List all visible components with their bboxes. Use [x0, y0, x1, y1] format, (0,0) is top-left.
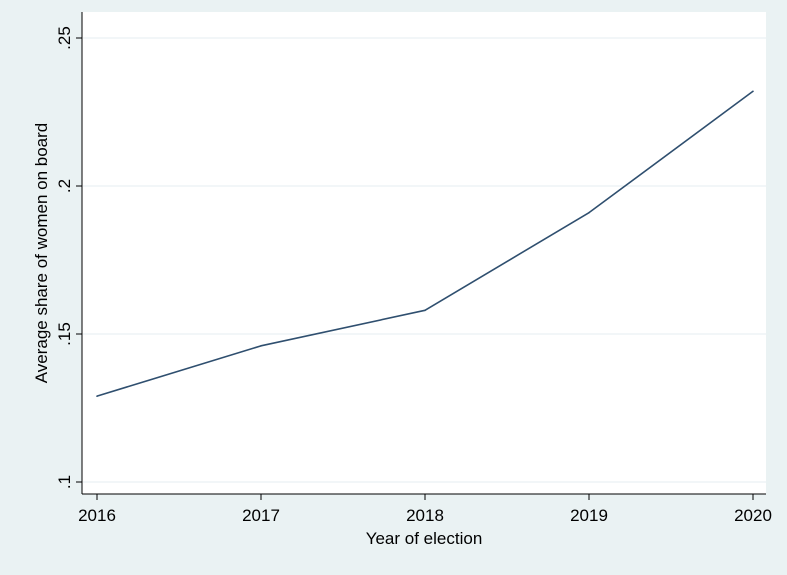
data-point: [96, 395, 98, 397]
y-ticks: .1 .15 .2 .25: [55, 26, 82, 489]
x-tick-label: 2017: [242, 506, 280, 525]
y-axis-label: Average share of women on board: [32, 123, 51, 384]
x-tick-label: 2019: [570, 506, 608, 525]
x-tick-label: 2018: [406, 506, 444, 525]
x-tick-label: 2020: [734, 506, 772, 525]
y-tick-label: .15: [55, 322, 74, 346]
data-point: [424, 309, 426, 312]
data-point: [752, 90, 754, 93]
plot-area: [82, 12, 766, 494]
gridlines: [83, 37, 766, 483]
y-tick-label: .1: [55, 475, 74, 489]
series-layer: [96, 90, 754, 397]
x-ticks: 2016 2017 2018 2019 2020: [78, 494, 772, 525]
x-axis-label: Year of election: [366, 529, 483, 548]
data-point: [588, 211, 590, 214]
y-tick-label: .25: [55, 26, 74, 50]
y-tick-label: .2: [55, 179, 74, 193]
x-tick-label: 2016: [78, 506, 116, 525]
data-point: [260, 345, 262, 347]
